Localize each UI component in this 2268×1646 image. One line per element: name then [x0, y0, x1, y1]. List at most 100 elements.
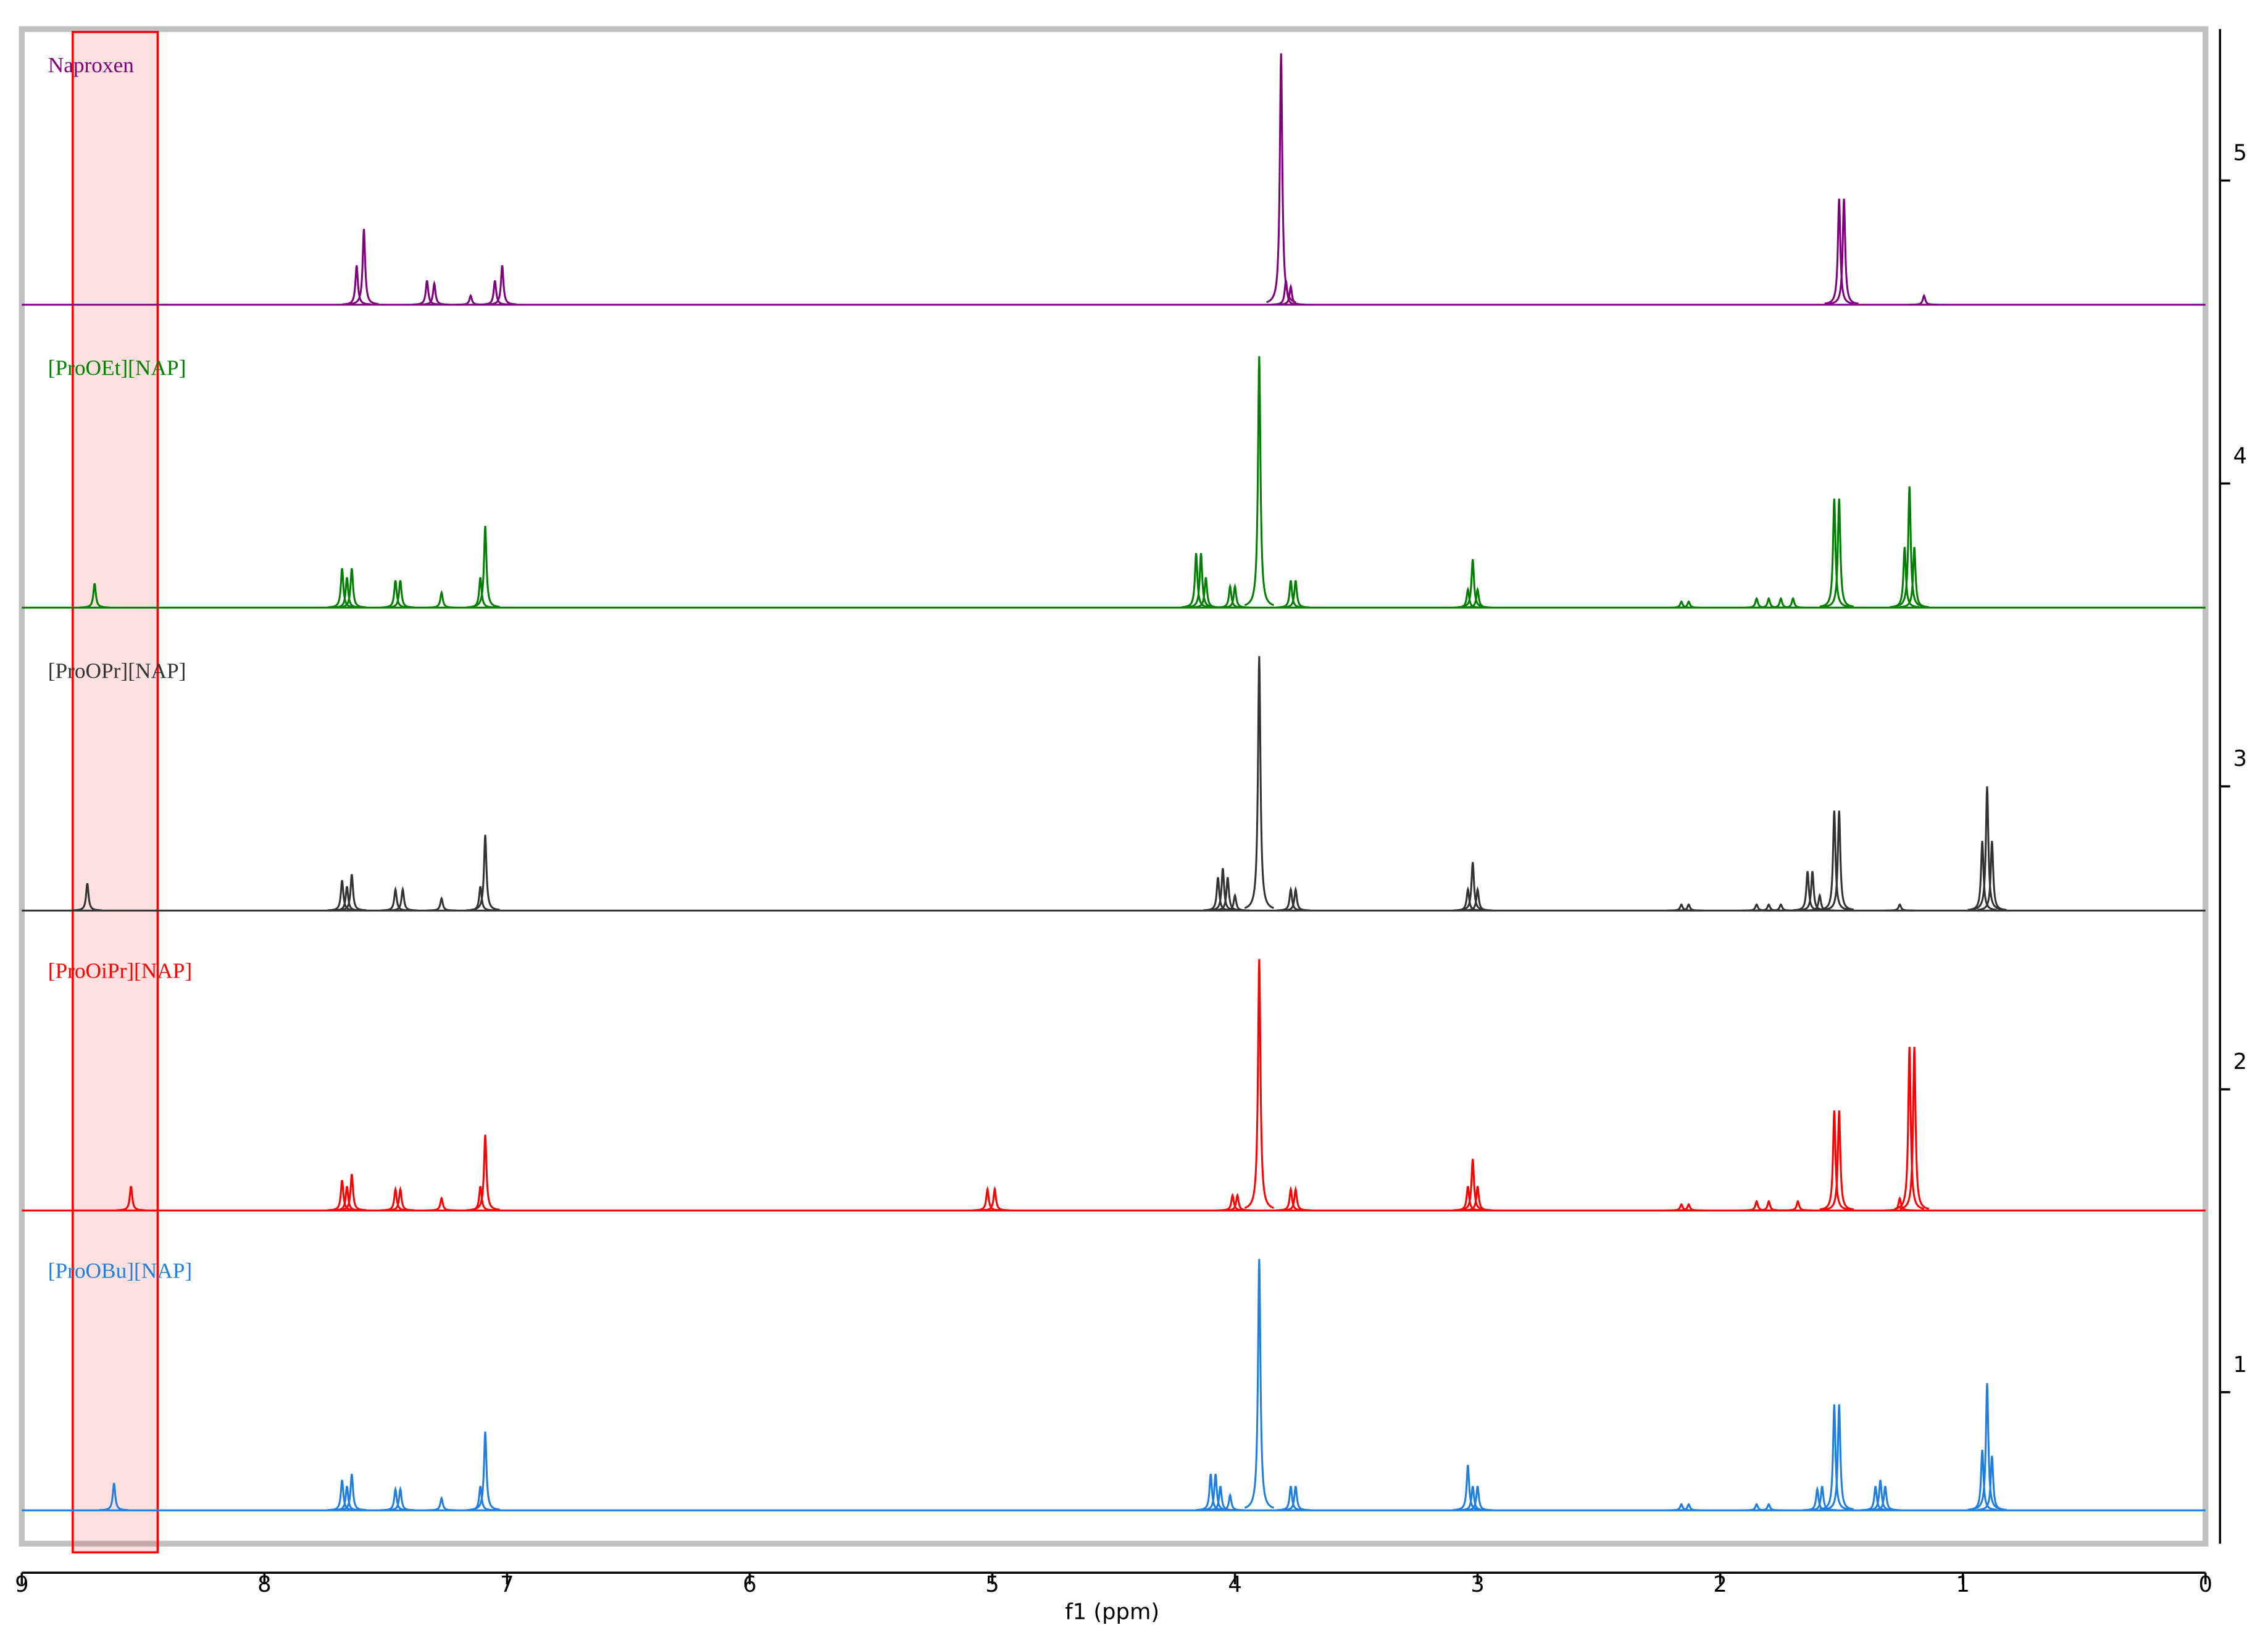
- peak: [342, 265, 372, 306]
- peak: [1899, 547, 1929, 609]
- peak: [1742, 903, 1772, 912]
- peak: [116, 1186, 146, 1212]
- peak: [1824, 810, 1854, 911]
- peak: [465, 1486, 495, 1511]
- y-tick-label: 4: [2233, 443, 2246, 468]
- y-tick-label: 1: [2233, 1352, 2246, 1378]
- peak: [327, 1179, 357, 1212]
- peak: [332, 1486, 362, 1511]
- series-label: [ProOEt][NAP]: [48, 356, 186, 380]
- peak: [1819, 1404, 1849, 1510]
- peak: [1215, 1492, 1245, 1511]
- peak: [1741, 1199, 1772, 1212]
- series-label: [ProOPr][NAP]: [48, 659, 186, 683]
- peak: [1742, 597, 1772, 609]
- peak: [1766, 597, 1796, 609]
- peak: [1667, 600, 1696, 609]
- peak: [1754, 1199, 1783, 1212]
- peak: [337, 568, 367, 609]
- peak: [427, 1196, 456, 1212]
- peak: [1667, 903, 1696, 912]
- peak: [1824, 498, 1854, 608]
- peak: [1462, 586, 1493, 609]
- peak: [1899, 1047, 1930, 1210]
- peak: [1754, 597, 1783, 609]
- x-axis-label: f1 (ppm): [1065, 1600, 1159, 1625]
- peak: [487, 265, 517, 306]
- peak: [1458, 862, 1488, 912]
- peak: [1206, 1486, 1235, 1511]
- peak: [480, 280, 510, 306]
- peak: [1458, 1158, 1488, 1211]
- peak: [1281, 1486, 1311, 1511]
- peak: [80, 583, 109, 609]
- peak: [1819, 498, 1849, 608]
- peak: [1674, 1503, 1704, 1511]
- x-tick-label: 2: [1713, 1572, 1727, 1597]
- series-label: Naproxen: [48, 53, 135, 77]
- peak: [1667, 1503, 1696, 1511]
- series-label: [ProOBu][NAP]: [48, 1258, 192, 1282]
- peak: [1977, 1455, 2007, 1511]
- peak: [1281, 886, 1311, 912]
- peak: [1276, 1186, 1306, 1212]
- peak: [1754, 903, 1783, 912]
- peak: [1215, 583, 1245, 609]
- peak: [1909, 294, 1939, 306]
- peak: [1462, 1486, 1493, 1511]
- peak: [1276, 580, 1306, 609]
- y-tick-label: 5: [2233, 141, 2246, 166]
- peak: [1824, 1404, 1854, 1510]
- peak: [1674, 1203, 1704, 1212]
- peak: [337, 1174, 367, 1212]
- peak: [99, 1482, 129, 1511]
- peak: [470, 1431, 500, 1511]
- peak: [1463, 1186, 1493, 1212]
- peak: [470, 834, 500, 911]
- peak: [470, 1134, 500, 1211]
- peak: [1217, 1192, 1248, 1212]
- peak: [470, 525, 500, 608]
- peak: [1244, 958, 1274, 1209]
- series-label: [ProOiPr][NAP]: [48, 958, 192, 983]
- peak: [1885, 903, 1915, 912]
- peak: [1895, 486, 1925, 608]
- peak: [427, 896, 456, 912]
- peak: [1462, 886, 1493, 912]
- peak: [1281, 580, 1311, 609]
- peak: [412, 280, 442, 306]
- peak: [1266, 53, 1296, 304]
- peak: [1895, 1047, 1925, 1210]
- x-tick-label: 0: [2198, 1572, 2212, 1597]
- peak: [1201, 1474, 1230, 1511]
- peak: [1783, 1199, 1813, 1212]
- x-tick-label: 5: [985, 1572, 999, 1597]
- peak: [1824, 1110, 1854, 1211]
- x-tick-label: 6: [743, 1572, 756, 1597]
- highlight-region: [72, 31, 159, 1554]
- peak: [1807, 1486, 1837, 1511]
- peak: [1244, 1258, 1274, 1509]
- peak: [1972, 786, 2002, 910]
- plot-frame: [19, 26, 2209, 1547]
- peak: [980, 1186, 1010, 1212]
- peak: [419, 280, 449, 306]
- peak: [349, 228, 379, 306]
- peak: [1281, 1186, 1311, 1212]
- peak: [465, 886, 495, 912]
- y-tick-label: 2: [2233, 1049, 2246, 1074]
- x-tick-label: 4: [1228, 1572, 1241, 1597]
- peak: [1866, 1479, 1895, 1511]
- peak: [1819, 810, 1849, 911]
- peak: [1244, 356, 1274, 606]
- peak: [1766, 903, 1796, 912]
- x-tick-label: 9: [15, 1572, 28, 1597]
- peak: [1674, 600, 1704, 609]
- peak: [1220, 892, 1250, 912]
- peak: [465, 1186, 495, 1212]
- peak: [1458, 559, 1488, 609]
- peak: [1244, 656, 1274, 909]
- peak: [427, 1496, 456, 1511]
- peak: [385, 580, 415, 609]
- peak: [1222, 1192, 1253, 1212]
